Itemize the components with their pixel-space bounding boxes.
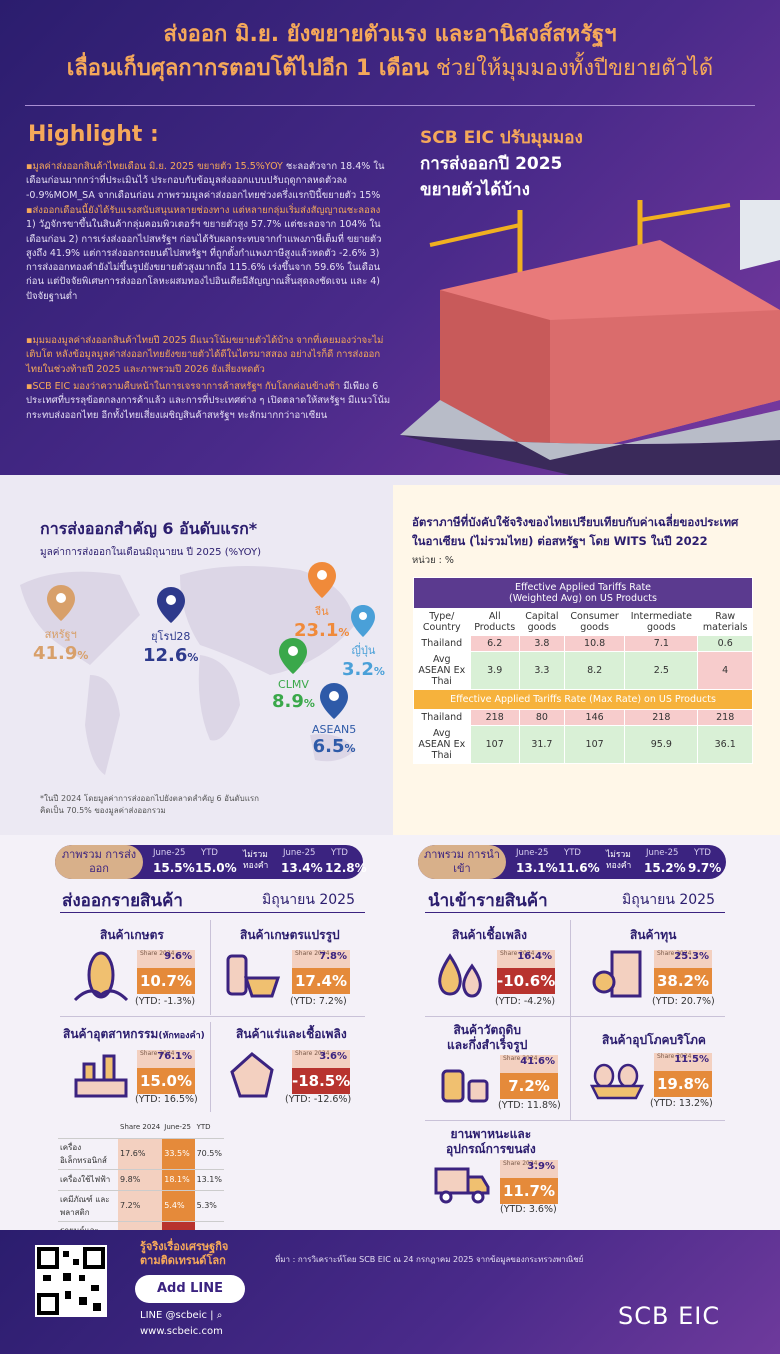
highlight-bullet-2: ▪ส่งออกเดือนนี้ยังได้รับแรงสนับสนุนหลายช… [26, 205, 382, 302]
export-item-agro: สินค้าเกษตรแปรรูป [240, 928, 340, 942]
map-pin-icon [156, 587, 185, 623]
top6-footnote: *ในปี 2024 โดยมูลค่าการส่งออกไปยังตลาดสำ… [40, 794, 260, 815]
tariff-header-max: Effective Applied Tariffs Rate (Max Rate… [413, 689, 753, 710]
highlight-bullet-1: ▪มูลค่าส่งออกสินค้าไทยเดือน มิ.ย. 2025 ข… [26, 161, 385, 201]
footer: รู้จริงเรื่องเศรษฐกิจ ตามติดเทรนด์โลก Add… [0, 1230, 780, 1354]
search-icon[interactable]: ⌕ [216, 1310, 223, 1321]
table-row: Thailand 6.2 3.8 10.8 7.1 0.6 [413, 635, 753, 652]
export-agri-ytd: (YTD: -1.3%) [135, 996, 196, 1007]
website-link[interactable]: www.scbeic.com [140, 1326, 223, 1337]
export-item-industry: สินค้าอุตสาหกรรม(หักทองคำ) [63, 1027, 205, 1041]
import-raw-values: Share 2024 41.6% 7.2% [500, 1055, 558, 1099]
import-products-title: นำเข้ารายสินค้า [428, 891, 548, 911]
tariff-unit: หน่วย : % [412, 555, 454, 566]
import-fuel-ytd: (YTD: -4.2%) [495, 996, 556, 1007]
factory-icon [74, 1054, 128, 1098]
divider [25, 105, 755, 106]
map-pin-icon [320, 683, 349, 719]
processed-food-icon [226, 954, 281, 998]
export-item-agri: สินค้าเกษตร [100, 928, 164, 942]
qr-code[interactable] [35, 1245, 107, 1317]
building-icon [592, 950, 642, 998]
market-japan: ญี่ปุ่น 3.2% [342, 605, 385, 680]
import-consumer-ytd: (YTD: 13.2%) [650, 1098, 713, 1109]
export-item-mining: สินค้าแร่และเชื้อเพลิง [236, 1027, 347, 1041]
import-raw-ytd: (YTD: 11.8%) [498, 1100, 561, 1111]
export-agro-values: Share 2024 7.8% 17.4% [292, 950, 350, 994]
export-mining-values: Share 2024 3.6% -18.5% [292, 1050, 350, 1094]
table-row: Avg ASEAN Ex Thai 3.9 3.3 8.2 2.5 4 [413, 651, 753, 690]
map-pin-icon [46, 585, 75, 621]
highlight-bullet-3: ▪มุมมองมูลค่าส่งออกสินค้าไทยปี 2025 มีแน… [26, 335, 384, 375]
corn-icon [73, 951, 129, 1002]
export-products-title: ส่งออกรายสินค้า [62, 891, 183, 911]
market-us: สหรัฐฯ 41.9% [33, 585, 88, 664]
export-industry-ytd: (YTD: 16.5%) [135, 1094, 198, 1105]
table-row: เคมีภัณฑ์ และพลาสติก 7.2% 5.4% 5.3% [58, 1190, 224, 1222]
map-pin-icon [351, 605, 376, 637]
hero-section: ส่งออก มิ.ย. ยังขยายตัวแรง และอานิสงส์สห… [0, 0, 780, 475]
tariff-col-headers: Type/ Country All Products Capital goods Co… [413, 608, 753, 636]
import-capital-ytd: (YTD: 20.7%) [652, 996, 715, 1007]
table-row: เครื่อง อิเล็กทรอนิกส์ 17.6% 33.5% 70.5% [58, 1138, 224, 1170]
market-clmv: CLMV 8.9% [272, 638, 315, 712]
truck-icon [434, 1167, 490, 1204]
export-agri-values: Share 2024 9.6% 10.7% [137, 950, 195, 994]
table-row: Thailand 218 80 146 218 218 [413, 709, 753, 726]
top6-subtitle: มูลค่าการส่งออกในเดือนมิถุนายน ปี 2025 (… [40, 547, 262, 558]
tariff-title: อัตราภาษีที่บังคับใช้จริงของไทยเปรียบเที… [412, 515, 739, 548]
import-vehicle-ytd: (YTD: 3.6%) [500, 1204, 557, 1215]
import-vehicle-values: Share 2024 3.9% 11.7% [500, 1160, 558, 1204]
export-date: มิถุนายน 2025 [262, 892, 355, 908]
source-note: ที่มา : การวิเคราะห์โดย SCB EIC ณ 24 กรก… [275, 1255, 584, 1264]
page-title: ส่งออก มิ.ย. ยังขยายตัวแรง และอานิสงส์สห… [66, 22, 714, 81]
import-fuel-values: Share 2024 16.4% -10.6% [497, 950, 555, 994]
tariff-table: Effective Applied Tariffs Rate (Weighted … [413, 577, 753, 764]
tariff-header-weighted: Effective Applied Tariffs Rate (Weighted … [413, 577, 753, 609]
export-agro-ytd: (YTD: 7.2%) [290, 996, 347, 1007]
import-item-capital: สินค้าทุน [630, 928, 677, 942]
import-date: มิถุนายน 2025 [622, 892, 715, 908]
table-row: Avg ASEAN Ex Thai 107 31.7 107 95.9 36.1 [413, 725, 753, 764]
market-asean5: ASEAN5 6.5% [312, 683, 356, 757]
footer-tagline: รู้จริงเรื่องเศรษฐกิจ ตามติดเทรนด์โลก [140, 1240, 229, 1267]
table-row: เครื่องใช้ไฟฟ้า 9.8% 18.1% 13.1% [58, 1169, 224, 1191]
export-summary-pill: ภาพรวม การส่งออก June-25 YTD 15.5% 15.0%… [55, 845, 367, 879]
fuel-drop-icon [438, 953, 482, 998]
import-item-vehicle: ยานพาหนะและ อุปกรณ์การขนส่ง [446, 1127, 536, 1156]
import-capital-values: Share 2024 25.3% 38.2% [654, 950, 712, 994]
top6-title: การส่งออกสำคัญ 6 อันดับแรก* [40, 519, 258, 538]
export-sub-table: Share 2024 June-25 YTD เครื่อง อิเล็กทรอนิ… [58, 1117, 224, 1253]
map-pin-icon [307, 562, 336, 598]
import-item-raw: สินค้าวัตถุดิบ และกึ่งสำเร็จรูป [447, 1023, 528, 1052]
market-eu28: ยุโรป28 12.6% [143, 587, 198, 666]
import-consumer-values: Share 2024 11.5% 19.8% [654, 1053, 712, 1097]
cargo-ship-illustration [400, 200, 780, 475]
import-summary-pill: ภาพรวม การนำเข้า June-25 YTD 13.1% 11.6%… [418, 845, 726, 879]
add-line-button[interactable]: Add LINE [135, 1275, 245, 1303]
mineral-icon [230, 1052, 274, 1098]
import-item-fuel: สินค้าเชื้อเพลิง [452, 928, 527, 942]
export-mining-ytd: (YTD: -12.6%) [285, 1094, 352, 1105]
eggs-icon [589, 1063, 645, 1100]
highlight-title: Highlight : [28, 122, 159, 147]
export-industry-values: Share 2024 76.1% 15.0% [137, 1050, 195, 1094]
line-handle[interactable]: LINE @scbeic | ⌕ [140, 1310, 223, 1321]
market-china: จีน 23.1% [294, 562, 349, 641]
eic-view-title: SCB EIC ปรับมุมมอง การส่งออกปี 2025 ขยาย… [420, 128, 583, 200]
scb-eic-logo: SCB EIC [618, 1302, 721, 1330]
import-item-consumer: สินค้าอุปโภคบริโภค [602, 1033, 706, 1047]
highlight-bullet-4: ▪SCB EIC มองว่าความคืบหน้าในการเจรจาการค… [26, 381, 391, 421]
materials-icon [441, 1069, 489, 1103]
map-pin-icon [279, 638, 308, 674]
